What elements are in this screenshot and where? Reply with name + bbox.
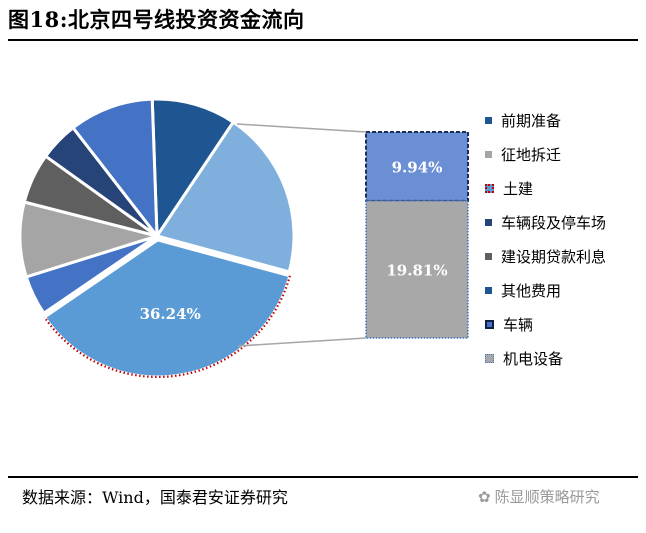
legend-label: 车辆段及停车场 — [501, 213, 607, 232]
legend-item: 车辆 — [485, 307, 606, 341]
legend-swatch — [485, 353, 494, 363]
title-rule — [8, 39, 638, 41]
bar-label: 9.94% — [392, 158, 443, 176]
legend-label: 征地拆迁 — [501, 145, 562, 164]
connector-line — [237, 337, 367, 347]
legend-item: 机电设备 — [485, 341, 606, 375]
legend-swatch — [485, 150, 492, 158]
pie-slice — [154, 120, 296, 274]
legend-swatch — [485, 218, 492, 226]
pie-slice — [70, 97, 159, 241]
legend-item: 建设期贷款利息 — [485, 239, 606, 273]
legend-swatch — [485, 319, 494, 329]
bar-segment — [365, 131, 469, 202]
slice-label: 36.24% — [140, 305, 201, 323]
legend-item: 征地拆迁 — [485, 137, 606, 171]
legend-label: 土建 — [503, 179, 534, 198]
connector-line — [236, 123, 367, 133]
legend-label: 建设期贷款利息 — [501, 247, 607, 266]
pie-slice — [150, 97, 236, 241]
legend-item: 土建 — [485, 171, 606, 205]
source-note: 数据来源：Wind，国泰君安证券研究 — [22, 488, 288, 507]
legend-swatch — [485, 252, 492, 260]
chart-legend: 前期准备 征地拆迁 土建 车辆段及停车场 建设期贷款利息 其他费用 车辆 机电设… — [485, 103, 606, 375]
legend-label: 前期准备 — [501, 111, 562, 130]
wechat-icon: ✿ — [478, 488, 491, 506]
legend-item: 车辆段及停车场 — [485, 205, 606, 239]
legend-label: 车辆 — [503, 315, 534, 334]
legend-item: 其他费用 — [485, 273, 606, 307]
footer-rule — [8, 476, 638, 478]
figure-title: 图18:北京四号线投资资金流向 — [8, 7, 305, 32]
legend-label: 机电设备 — [503, 349, 564, 368]
bar-label: 19.81% — [386, 261, 447, 279]
legend-swatch — [485, 116, 492, 124]
watermark: ✿ 陈显顺策略研究 — [478, 486, 600, 507]
bar-segment — [365, 200, 469, 339]
legend-swatch — [485, 286, 492, 294]
watermark-text: 陈显顺策略研究 — [494, 488, 600, 506]
legend-label: 其他费用 — [501, 281, 562, 300]
legend-item: 前期准备 — [485, 103, 606, 137]
legend-swatch — [485, 183, 494, 193]
